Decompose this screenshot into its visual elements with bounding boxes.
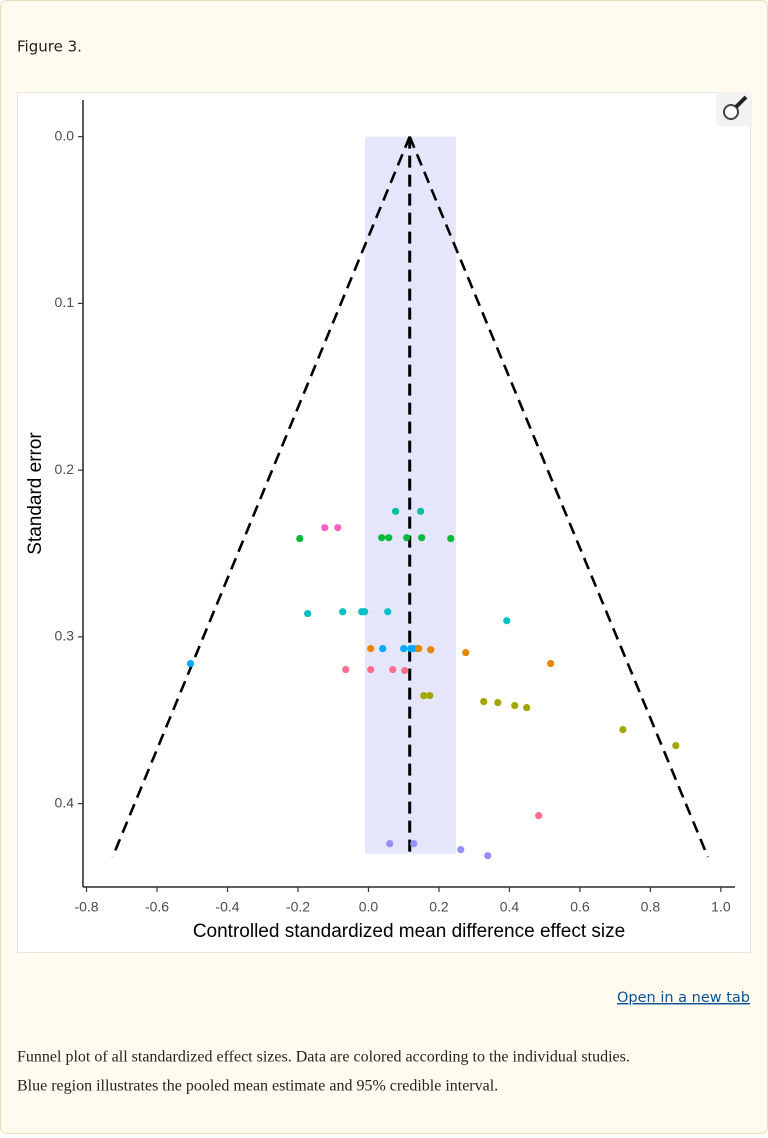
data-point bbox=[389, 665, 397, 674]
data-point bbox=[392, 507, 400, 515]
data-point bbox=[367, 665, 375, 674]
data-point bbox=[457, 846, 465, 854]
data-point bbox=[342, 665, 350, 674]
y-axis-title: Standard error bbox=[25, 432, 46, 555]
data-point bbox=[535, 812, 543, 820]
data-point bbox=[386, 840, 394, 848]
y-tick-label: 0.0 bbox=[55, 127, 75, 143]
data-point bbox=[672, 742, 680, 750]
data-point bbox=[484, 852, 492, 860]
data-point bbox=[378, 534, 386, 542]
open-link[interactable]: Open in a new tab bbox=[617, 990, 750, 1006]
data-point bbox=[427, 646, 435, 654]
data-point bbox=[410, 840, 418, 848]
data-point bbox=[186, 659, 195, 668]
x-tick-label: 0.0 bbox=[359, 899, 379, 915]
data-point bbox=[511, 701, 519, 710]
data-point bbox=[401, 666, 409, 675]
y-tick-label: 0.2 bbox=[55, 461, 75, 477]
x-tick-label: -0.4 bbox=[215, 899, 239, 915]
x-tick-label: 1.0 bbox=[711, 899, 731, 915]
data-point bbox=[367, 644, 375, 653]
y-tick-label: 0.3 bbox=[55, 628, 75, 644]
data-point bbox=[296, 534, 304, 543]
data-point bbox=[379, 644, 387, 653]
data-point bbox=[403, 534, 411, 542]
x-tick-label: -0.8 bbox=[74, 899, 98, 915]
data-point bbox=[384, 608, 392, 616]
data-point bbox=[417, 507, 425, 515]
data-point bbox=[480, 697, 488, 706]
data-point bbox=[418, 534, 426, 542]
plot: 0.0 0.1 0.2 0.3 0.4 -0.8 -0.6 -0.4 -0.2 0.0 0.2 0.4… bbox=[25, 100, 735, 942]
x-tick-label: -0.2 bbox=[286, 899, 310, 915]
data-point bbox=[385, 534, 393, 542]
y-tick-label: 0.4 bbox=[55, 794, 75, 810]
zoom-icon[interactable] bbox=[716, 92, 752, 126]
x-tick-label: -0.6 bbox=[145, 899, 169, 915]
data-point bbox=[304, 609, 312, 618]
data-point bbox=[494, 698, 502, 707]
data-point bbox=[426, 691, 434, 700]
data-point bbox=[619, 726, 627, 734]
data-point bbox=[523, 703, 531, 712]
data-point bbox=[360, 608, 369, 616]
caption-line: Blue region illustrates the pooled mean … bbox=[17, 1078, 498, 1095]
x-tick-label: 0.4 bbox=[500, 899, 520, 915]
data-point bbox=[334, 524, 342, 532]
x-tick-label: 0.8 bbox=[641, 899, 661, 915]
data-point bbox=[400, 644, 408, 653]
figure-label: Figure 3. bbox=[17, 38, 82, 56]
data-point bbox=[447, 534, 455, 543]
data-point bbox=[339, 608, 347, 616]
x-tick-label: 0.6 bbox=[570, 899, 590, 915]
data-point bbox=[462, 648, 470, 657]
data-point bbox=[503, 617, 511, 625]
data-point bbox=[547, 659, 555, 668]
data-point bbox=[420, 691, 428, 700]
funnel-line bbox=[111, 136, 411, 858]
x-tick-label: 0.2 bbox=[429, 899, 449, 915]
x-axis-title: Controlled standardized mean difference … bbox=[193, 921, 625, 942]
funnel-line bbox=[408, 136, 710, 858]
data-point bbox=[321, 524, 329, 532]
caption-line: Funnel plot of all standardized effect s… bbox=[17, 1049, 630, 1066]
y-tick-label: 0.1 bbox=[55, 294, 75, 310]
data-point bbox=[415, 644, 423, 653]
